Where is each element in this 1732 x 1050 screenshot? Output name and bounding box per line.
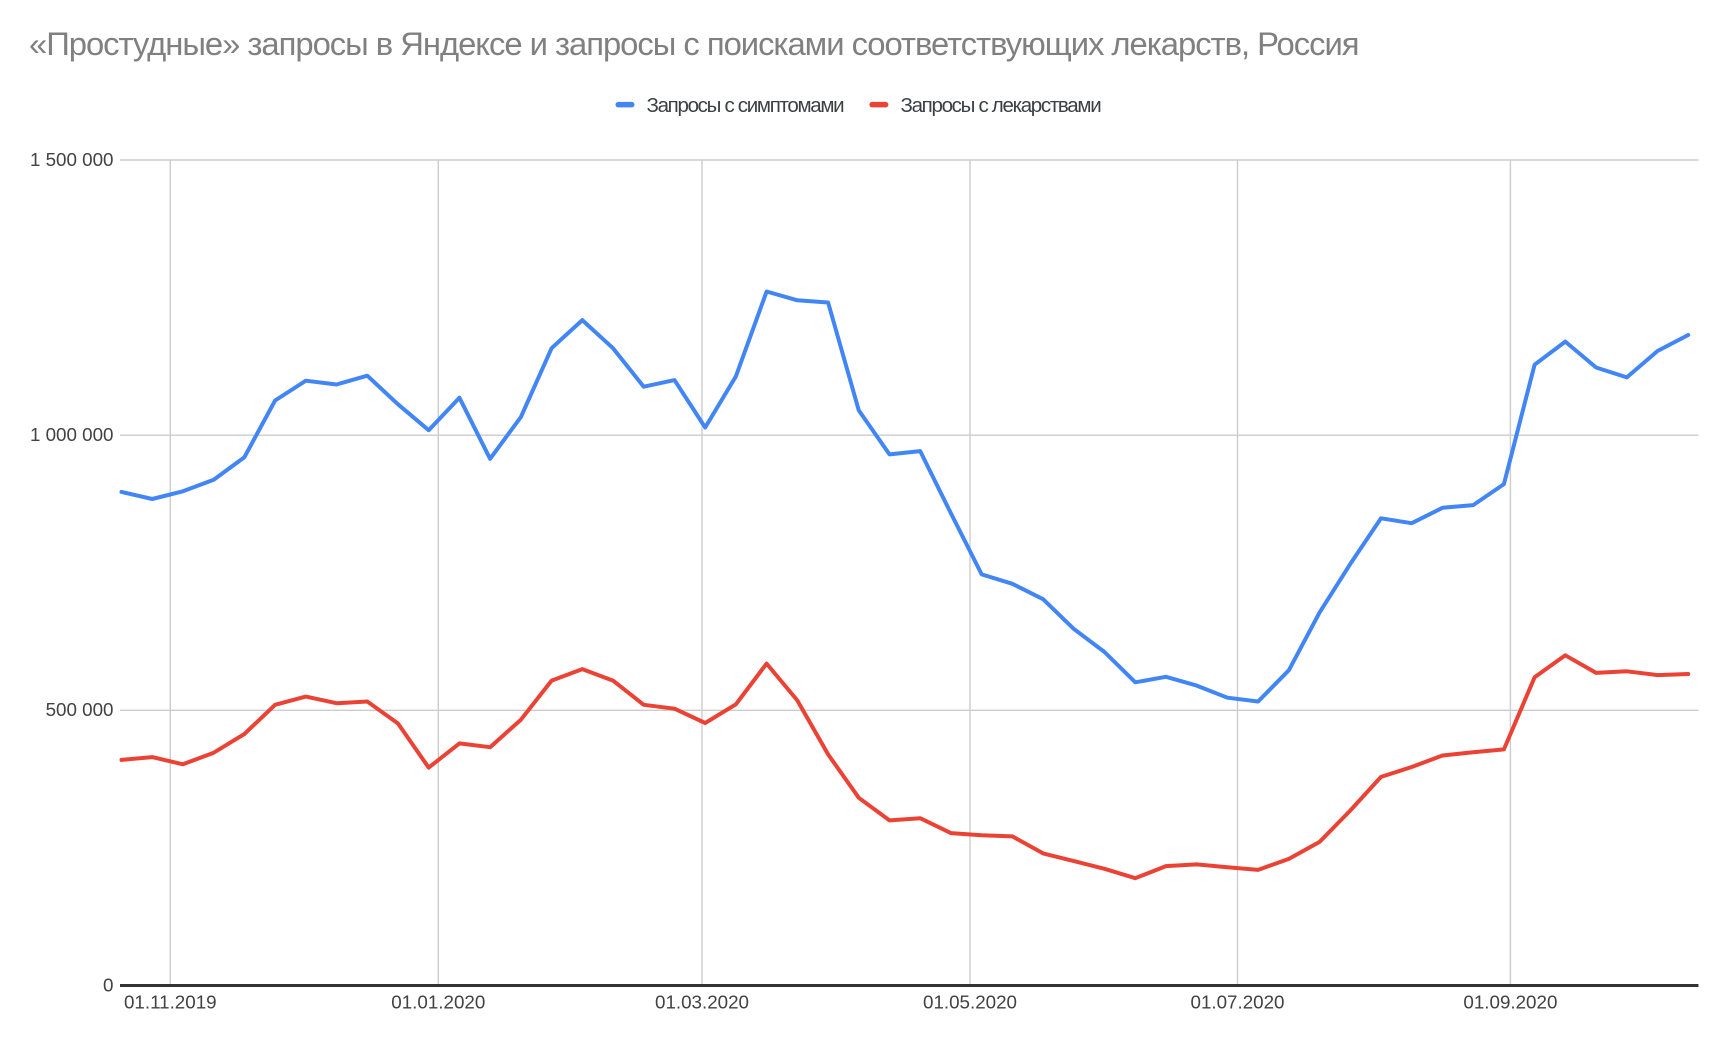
svg-text:Запросы с лекарствами: Запросы с лекарствами bbox=[901, 94, 1102, 117]
svg-text:1 000 000: 1 000 000 bbox=[30, 424, 114, 445]
svg-text:1 500 000: 1 500 000 bbox=[30, 149, 114, 170]
svg-text:Запросы с симптомами: Запросы с симптомами bbox=[647, 94, 845, 117]
svg-text:01.11.2019: 01.11.2019 bbox=[124, 992, 217, 1013]
svg-text:0: 0 bbox=[103, 974, 113, 995]
svg-text:01.05.2020: 01.05.2020 bbox=[923, 992, 1017, 1013]
svg-text:«Простудные» запросы в Яндексе: «Простудные» запросы в Яндексе и запросы… bbox=[29, 25, 1359, 62]
svg-text:500 000: 500 000 bbox=[46, 699, 114, 720]
svg-text:01.03.2020: 01.03.2020 bbox=[655, 992, 749, 1013]
svg-text:01.07.2020: 01.07.2020 bbox=[1191, 992, 1285, 1013]
svg-text:01.01.2020: 01.01.2020 bbox=[391, 992, 485, 1013]
svg-text:01.09.2020: 01.09.2020 bbox=[1463, 992, 1557, 1013]
